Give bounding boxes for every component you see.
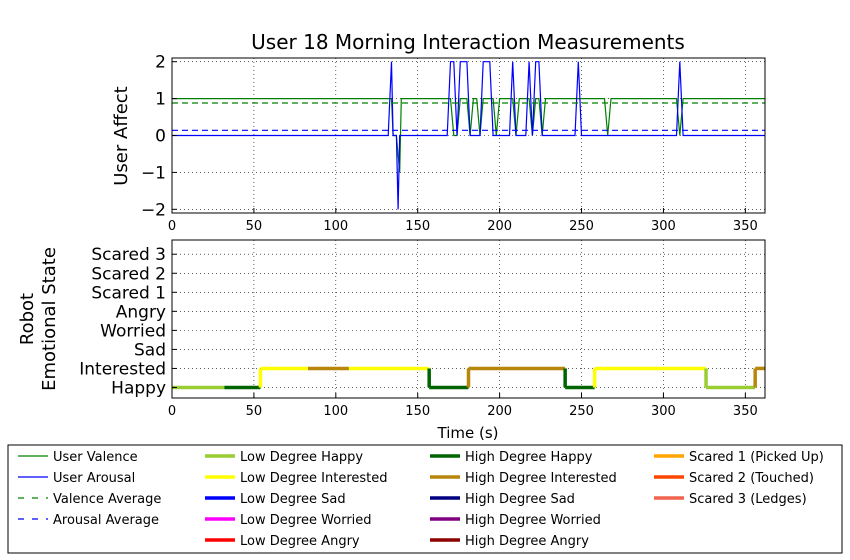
legend-label: High Degree Happy: [465, 450, 593, 465]
top-x-tick-label: 0: [168, 219, 176, 234]
top-y-ticks: −2 −1 0 1 2: [141, 53, 177, 220]
bottom-x-tick-label: 150: [405, 404, 430, 419]
bottom-x-tick-label: 200: [487, 404, 512, 419]
legend-entry: Low Degree Worried: [205, 513, 372, 528]
legend-entry: Arousal Average: [18, 513, 159, 528]
legend-entry: Scared 1 (Picked Up): [654, 450, 824, 465]
legend-label: Scared 2 (Touched): [689, 471, 814, 486]
bottom-y-tick-label: Scared 3: [91, 245, 166, 265]
top-y-axis-label: User Affect: [111, 86, 132, 186]
top-x-tick-label: 100: [323, 219, 348, 234]
top-x-ticks: 0 50 100 150 200 250 300 350: [168, 208, 758, 234]
bottom-y-tick-label: Scared 2: [91, 264, 166, 284]
bottom-y-axis-label-line-1: Robot: [17, 293, 38, 345]
bottom-y-tick-label: Happy: [111, 378, 166, 398]
legend-label: High Degree Worried: [465, 513, 601, 528]
legend-entry: Scared 3 (Ledges): [654, 492, 807, 507]
legend-entry: Low Degree Angry: [205, 534, 360, 549]
legend-entry: High Degree Happy: [430, 450, 593, 465]
bottom-x-tick-label: 300: [651, 404, 676, 419]
legend-label: High Degree Sad: [465, 492, 575, 507]
legend-items: User Valence User Arousal Valence Average A…: [18, 450, 824, 549]
top-series: [172, 61, 765, 210]
top-y-tick-label: −1: [141, 163, 166, 183]
legend-label: Low Degree Angry: [240, 534, 360, 549]
legend-label: Low Degree Happy: [240, 450, 363, 465]
bottom-y-tick-label: Worried: [100, 321, 166, 341]
top-x-tick-label: 300: [651, 219, 676, 234]
bottom-plot-frame: [171, 239, 766, 399]
top-x-tick-label: 250: [569, 219, 594, 234]
legend-entry: High Degree Angry: [430, 534, 589, 549]
legend: User Valence User Arousal Valence Average A…: [7, 444, 843, 554]
top-y-tick-label: 2: [155, 53, 166, 73]
bottom-x-tick-label: 50: [246, 404, 263, 419]
legend-label: High Degree Interested: [465, 471, 617, 486]
legend-entry: Scared 2 (Touched): [654, 471, 814, 486]
bottom-y-axis-label: Robot Emotional State: [17, 247, 60, 391]
legend-entry: Low Degree Interested: [205, 471, 388, 486]
bottom-x-ticks: 0 50 100 150 200 250 300 350: [168, 393, 758, 419]
legend-label: Low Degree Worried: [240, 513, 372, 528]
top-x-tick-label: 50: [246, 219, 263, 234]
bottom-x-tick-label: 250: [569, 404, 594, 419]
legend-label: User Arousal: [53, 471, 135, 486]
bottom-y-axis-label-line-2: Emotional State: [39, 247, 60, 391]
legend-label: Arousal Average: [53, 513, 159, 528]
legend-label: Scared 1 (Picked Up): [689, 450, 824, 465]
legend-entry: High Degree Worried: [430, 513, 601, 528]
legend-entry: User Valence: [18, 450, 138, 465]
legend-frame: [7, 444, 843, 554]
series-line-user-arousal: [172, 61, 765, 210]
legend-label: Low Degree Interested: [240, 471, 388, 486]
bottom-x-tick-label: 100: [323, 404, 348, 419]
legend-entry: Low Degree Sad: [205, 492, 346, 507]
legend-label: Scared 3 (Ledges): [689, 492, 807, 507]
bottom-y-tick-label: Interested: [79, 359, 166, 379]
legend-label: User Valence: [53, 450, 138, 465]
bottom-y-tick-label: Sad: [134, 340, 166, 360]
bottom-segments: [172, 366, 765, 390]
legend-entry: High Degree Sad: [430, 492, 575, 507]
top-y-tick-label: −2: [141, 200, 166, 220]
top-plot-user-affect: User 18 Morning Interaction Measurements…: [111, 30, 766, 234]
top-x-tick-label: 150: [405, 219, 430, 234]
top-y-tick-label: 1: [155, 90, 166, 110]
top-x-tick-label: 200: [487, 219, 512, 234]
legend-entry: High Degree Interested: [430, 471, 617, 486]
bottom-x-axis-label: Time (s): [437, 424, 499, 442]
legend-label: Valence Average: [53, 492, 161, 507]
bottom-x-tick-label: 0: [168, 404, 176, 419]
bottom-y-tick-label: Angry: [116, 302, 166, 322]
bottom-plot-robot-state: 0 50 100 150 200 250 300 350 HappyInterestedSad…: [17, 239, 766, 442]
bottom-y-tick-label: Scared 1: [91, 283, 166, 303]
legend-label: Low Degree Sad: [240, 492, 346, 507]
legend-entry: User Arousal: [18, 471, 135, 486]
top-x-tick-label: 350: [733, 219, 758, 234]
legend-label: High Degree Angry: [465, 534, 589, 549]
legend-entry: Low Degree Happy: [205, 450, 363, 465]
bottom-x-tick-label: 350: [733, 404, 758, 419]
legend-entry: Valence Average: [18, 492, 161, 507]
top-y-tick-label: 0: [155, 127, 166, 147]
chart-title: User 18 Morning Interaction Measurements: [251, 30, 685, 54]
